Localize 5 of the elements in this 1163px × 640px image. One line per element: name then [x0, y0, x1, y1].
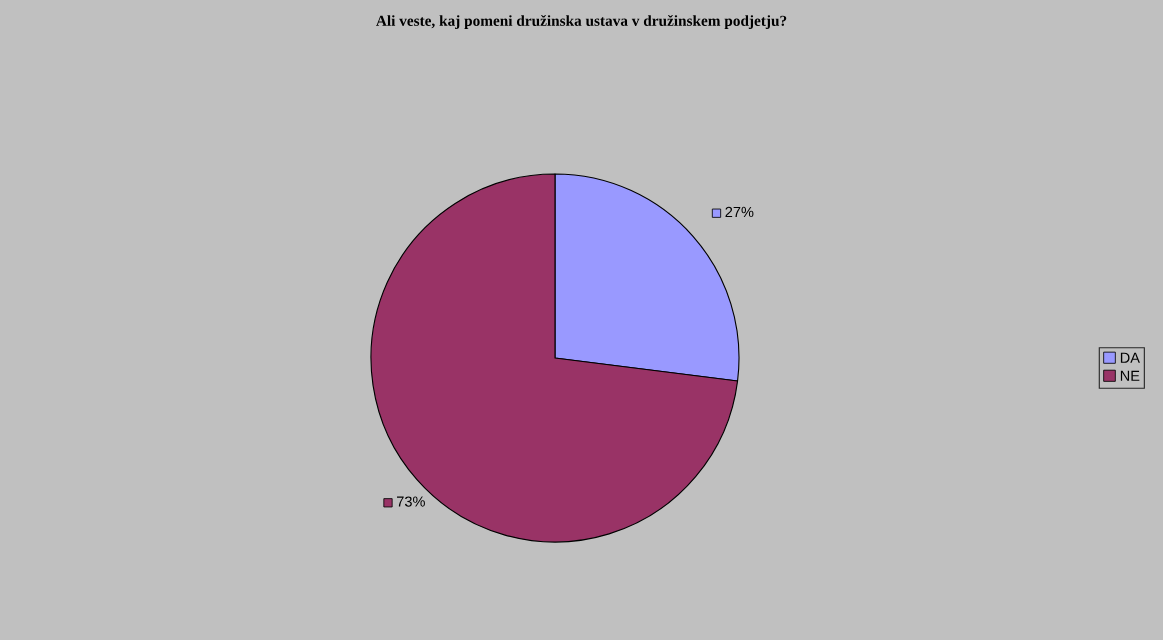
- chart-title: Ali veste, kaj pomeni družinska ustava v družinskem podjetju?: [376, 14, 787, 30]
- legend-label: NE: [1120, 370, 1140, 381]
- legend-label: DA: [1120, 352, 1140, 363]
- data-label: 27%: [725, 206, 754, 218]
- data-label: 73%: [397, 496, 425, 507]
